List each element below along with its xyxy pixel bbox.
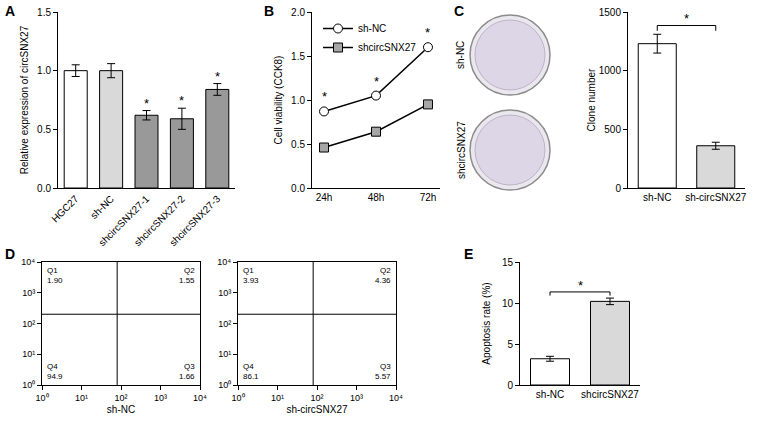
svg-text:10²: 10² [218,319,231,329]
svg-text:10: 10 [502,298,514,309]
svg-text:shcircSNX27-3: shcircSNX27-3 [167,193,222,248]
svg-text:10⁴: 10⁴ [389,393,403,403]
svg-text:10¹: 10¹ [271,393,284,403]
svg-text:C: C [454,3,464,19]
svg-text:10¹: 10¹ [22,349,35,359]
svg-text:Cell viability (CCK8): Cell viability (CCK8) [273,56,284,145]
svg-text:0.5: 0.5 [291,139,305,150]
svg-text:48h: 48h [368,192,385,203]
svg-text:10⁴: 10⁴ [21,257,35,267]
svg-text:*: * [425,25,430,40]
svg-text:10⁰: 10⁰ [35,393,48,403]
svg-text:*: * [578,278,583,293]
svg-text:sh-circSNX27: sh-circSNX27 [685,192,747,203]
svg-text:1.5: 1.5 [291,51,305,62]
svg-text:24h: 24h [316,192,333,203]
svg-text:sh-NC: sh-NC [455,41,466,69]
svg-text:sh-NC: sh-NC [643,192,671,203]
svg-text:10¹: 10¹ [75,393,88,403]
svg-text:sh-NC: sh-NC [88,193,116,221]
svg-text:Q494.9: Q494.9 [47,362,63,381]
svg-text:0.0: 0.0 [291,183,305,194]
svg-text:shcircSNX27: shcircSNX27 [581,389,639,400]
svg-text:Q486.1: Q486.1 [243,362,259,381]
svg-text:72h: 72h [420,192,437,203]
svg-text:shcircSNX27: shcircSNX27 [358,42,416,53]
svg-text:Q13.93: Q13.93 [243,266,259,285]
svg-text:shcircSNX27-2: shcircSNX27-2 [132,193,187,248]
svg-text:5: 5 [507,339,513,350]
svg-text:10²: 10² [310,393,323,403]
svg-text:0: 0 [507,380,513,391]
svg-text:0.5: 0.5 [37,124,51,135]
svg-text:1500: 1500 [599,7,622,18]
svg-text:1.0: 1.0 [291,95,305,106]
svg-text:10⁴: 10⁴ [193,393,207,403]
svg-text:HGC27: HGC27 [49,193,81,225]
svg-text:10⁰: 10⁰ [22,380,35,390]
svg-text:*: * [322,89,327,104]
svg-text:D: D [5,246,15,262]
svg-text:10³: 10³ [350,393,363,403]
svg-text:*: * [215,69,220,84]
svg-text:10³: 10³ [22,288,35,298]
svg-text:Q11.90: Q11.90 [47,266,63,285]
svg-text:Relative expression of circSNX: Relative expression of circSNX27 [19,25,30,174]
svg-text:*: * [684,11,689,26]
svg-text:2.0: 2.0 [291,7,305,18]
svg-text:Clone number: Clone number [586,68,597,131]
svg-text:10⁰: 10⁰ [218,380,231,390]
svg-text:10²: 10² [114,393,127,403]
svg-text:10³: 10³ [218,288,231,298]
svg-text:0.0: 0.0 [37,183,51,194]
svg-text:10²: 10² [22,319,35,329]
svg-text:0: 0 [615,183,621,194]
svg-text:10⁰: 10⁰ [231,393,244,403]
svg-text:Apoptosis rate (%): Apoptosis rate (%) [481,282,492,364]
svg-text:sh-NC: sh-NC [107,404,135,415]
svg-text:*: * [374,74,379,89]
svg-text:shcircSNX27: shcircSNX27 [456,121,467,179]
svg-text:A: A [5,3,15,19]
svg-text:Q24.36: Q24.36 [375,266,391,285]
svg-text:*: * [144,96,149,111]
svg-text:sh-circSNX27: sh-circSNX27 [286,404,348,415]
svg-text:15: 15 [502,257,514,268]
svg-text:1.0: 1.0 [37,65,51,76]
svg-text:sh-NC: sh-NC [536,389,564,400]
svg-text:B: B [264,3,274,19]
svg-text:*: * [179,93,184,108]
svg-text:10³: 10³ [154,393,167,403]
svg-text:shcircSNX27-1: shcircSNX27-1 [97,193,152,248]
svg-text:Q31.66: Q31.66 [179,362,195,381]
svg-text:1000: 1000 [599,65,622,76]
svg-text:sh-NC: sh-NC [358,23,386,34]
svg-text:E: E [464,246,473,262]
svg-text:Q21.55: Q21.55 [179,266,195,285]
svg-text:500: 500 [604,124,621,135]
svg-text:10¹: 10¹ [218,349,231,359]
svg-text:10⁴: 10⁴ [217,257,231,267]
svg-text:1.5: 1.5 [37,7,51,18]
svg-text:Q35.57: Q35.57 [375,362,391,381]
